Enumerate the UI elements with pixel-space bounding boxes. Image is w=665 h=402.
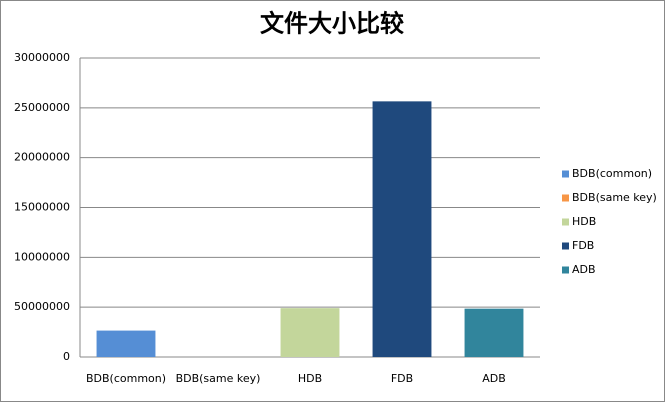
x-tick-label: HDB xyxy=(298,372,322,385)
x-tick-label: ADB xyxy=(482,372,506,385)
legend-swatch xyxy=(562,218,569,226)
legend-swatch xyxy=(562,266,569,274)
bar xyxy=(464,308,524,357)
chart-title: 文件大小比较 xyxy=(260,9,404,38)
bar xyxy=(280,308,340,357)
legend-swatch xyxy=(562,242,569,250)
y-tick-label: 25000000 xyxy=(14,101,70,114)
x-tick-label: FDB xyxy=(391,372,413,385)
legend-label: ADB xyxy=(572,263,596,276)
legend-swatch xyxy=(562,170,569,178)
legend-swatch xyxy=(562,194,569,202)
x-tick-label: BDB(same key) xyxy=(176,372,261,385)
bar xyxy=(372,101,432,357)
y-tick-label: 50000000 xyxy=(14,300,70,313)
y-tick-label: 20000000 xyxy=(14,151,70,164)
legend-label: BDB(common) xyxy=(572,167,652,180)
legend-label: FDB xyxy=(572,239,594,252)
legend-label: HDB xyxy=(572,215,596,228)
legend-label: BDB(same key) xyxy=(572,191,657,204)
bar xyxy=(96,330,156,357)
y-tick-label: 0 xyxy=(63,350,70,363)
y-tick-label: 10000000 xyxy=(14,250,70,263)
x-tick-label: BDB(common) xyxy=(86,372,166,385)
y-tick-label: 30000000 xyxy=(14,51,70,64)
y-tick-label: 15000000 xyxy=(14,201,70,214)
